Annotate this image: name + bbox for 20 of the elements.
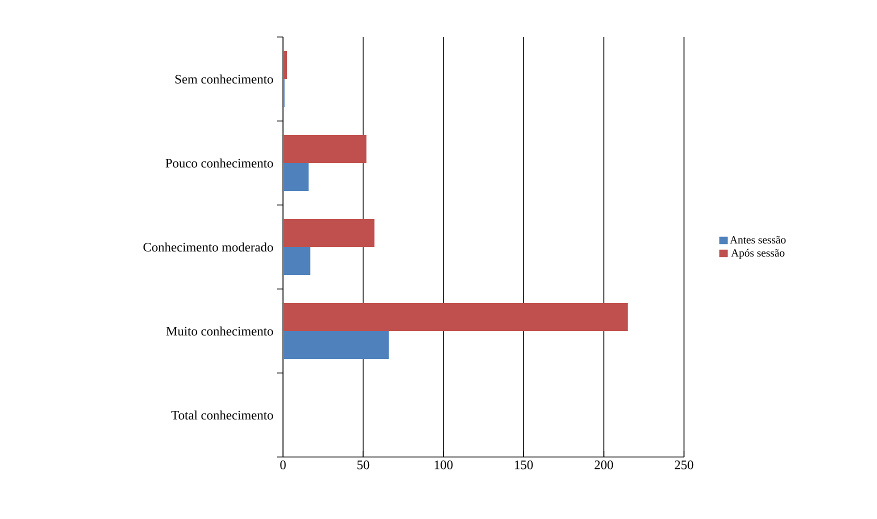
x-tick-label: 0	[280, 460, 286, 470]
y-tick-label: Conhecimento moderado	[143, 242, 274, 252]
x-tick-label: 50	[357, 460, 370, 470]
legend-label: Após sessão	[731, 248, 784, 259]
x-tick-label: 200	[594, 460, 614, 470]
y-tick-label: Muito conhecimento	[166, 326, 274, 336]
bar	[282, 331, 389, 360]
bar	[282, 163, 309, 192]
y-tick-label: Pouco conhecimento	[166, 158, 274, 168]
x-tick-label: 250	[674, 460, 694, 470]
bar	[282, 51, 288, 80]
bar	[282, 247, 310, 276]
y-tick-label: Sem conhecimento	[175, 74, 274, 84]
legend-label: Antes sessão	[730, 236, 786, 244]
x-tick-label: 150	[515, 460, 533, 470]
x-tick-label: 100	[434, 460, 453, 470]
bar	[282, 303, 628, 332]
y-tick-label: Total conhecimento	[171, 410, 274, 420]
bar	[282, 135, 366, 164]
bar	[282, 219, 374, 248]
